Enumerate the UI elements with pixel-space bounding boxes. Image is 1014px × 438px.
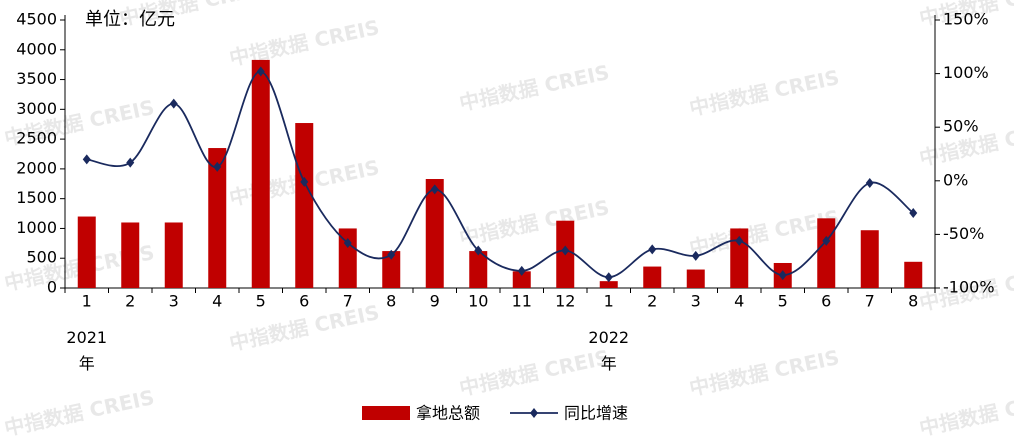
y-tick-label: 2000 — [16, 158, 57, 177]
y-tick-label: 1500 — [16, 188, 57, 207]
x-tick-label: 1 — [82, 292, 92, 311]
x-tick-label: 8 — [386, 292, 396, 311]
y-tick-label: 4500 — [16, 10, 57, 29]
marker — [735, 235, 744, 246]
year-label: 2021 年 — [66, 328, 107, 373]
marker — [691, 250, 700, 261]
watermark: 中指数据 CREIS — [457, 60, 611, 115]
legend-marker — [530, 408, 538, 418]
marker — [213, 161, 222, 172]
x-tick-label: 4 — [212, 292, 222, 311]
x-tick-label: 7 — [865, 292, 875, 311]
y-tick-label: 0 — [47, 278, 57, 297]
legend-label: 拿地总额 — [416, 404, 480, 423]
bar — [251, 59, 270, 288]
bar — [643, 266, 662, 288]
marker — [300, 176, 309, 187]
x-tick-label: 6 — [299, 292, 309, 311]
bar — [295, 123, 314, 288]
marker — [604, 272, 613, 283]
y2-tick-label: 50% — [943, 117, 979, 136]
x-tick-label: 11 — [512, 292, 532, 311]
y-tick-label: 4000 — [16, 39, 57, 58]
x-tick-label: 4 — [734, 292, 744, 311]
marker — [343, 237, 352, 248]
bar — [860, 230, 879, 288]
bar — [338, 228, 357, 288]
x-tick-label: 2 — [647, 292, 657, 311]
y2-tick-label: -100% — [943, 278, 995, 297]
y-tick-label: 3500 — [16, 69, 57, 88]
marker — [561, 245, 570, 256]
y2-tick-label: 100% — [943, 63, 989, 82]
watermark: 中指数据 CREIS — [2, 385, 156, 438]
bar — [512, 271, 531, 288]
legend-swatch — [362, 406, 410, 420]
bar — [164, 222, 183, 288]
marker — [126, 157, 135, 168]
bar — [817, 218, 836, 288]
bar — [425, 179, 444, 288]
bar — [469, 251, 488, 288]
watermark: 中指数据 CREIS — [227, 15, 381, 70]
bar — [686, 269, 705, 288]
marker — [387, 249, 396, 260]
legend-label: 同比增速 — [564, 404, 628, 423]
marker — [517, 265, 526, 276]
x-tick-label: 1 — [604, 292, 614, 311]
x-tick-label: 5 — [778, 292, 788, 311]
bar — [121, 222, 140, 288]
y2-tick-label: 150% — [943, 10, 989, 29]
watermark: 中指数据 CREIS — [457, 195, 611, 250]
watermark: 中指数据 CREIS — [917, 385, 1014, 438]
marker — [822, 235, 831, 246]
x-tick-label: 10 — [468, 292, 488, 311]
unit-label: 单位：亿元 — [85, 9, 175, 30]
bar — [599, 281, 618, 288]
marker — [169, 98, 178, 109]
watermark: 中指数据 CREIS — [687, 345, 841, 400]
marker — [909, 207, 918, 218]
bar — [208, 148, 227, 288]
marker — [474, 245, 483, 256]
bar — [904, 261, 923, 288]
x-tick-label: 6 — [821, 292, 831, 311]
bar — [382, 251, 401, 288]
bar — [77, 216, 96, 288]
x-tick-label: 8 — [908, 292, 918, 311]
x-tick-label: 3 — [691, 292, 701, 311]
marker — [778, 270, 787, 281]
marker — [430, 184, 439, 195]
marker — [648, 244, 657, 255]
marker — [256, 66, 265, 77]
marker — [82, 154, 91, 165]
x-tick-label: 3 — [169, 292, 179, 311]
y-tick-label: 500 — [26, 248, 57, 267]
watermark: 中指数据 CREIS — [457, 345, 611, 400]
x-tick-label: 2 — [125, 292, 135, 311]
marker — [865, 177, 874, 188]
x-tick-label: 9 — [430, 292, 440, 311]
y-tick-label: 2500 — [16, 129, 57, 148]
watermark: 中指数据 CREIS — [687, 65, 841, 120]
y-tick-label: 3000 — [16, 99, 57, 118]
y2-tick-label: -50% — [943, 224, 984, 243]
x-tick-label: 12 — [555, 292, 575, 311]
x-tick-label: 7 — [343, 292, 353, 311]
x-tick-label: 5 — [256, 292, 266, 311]
year-label: 2022 年 — [588, 328, 629, 373]
y-tick-label: 1000 — [16, 218, 57, 237]
y2-tick-label: 0% — [943, 170, 968, 189]
